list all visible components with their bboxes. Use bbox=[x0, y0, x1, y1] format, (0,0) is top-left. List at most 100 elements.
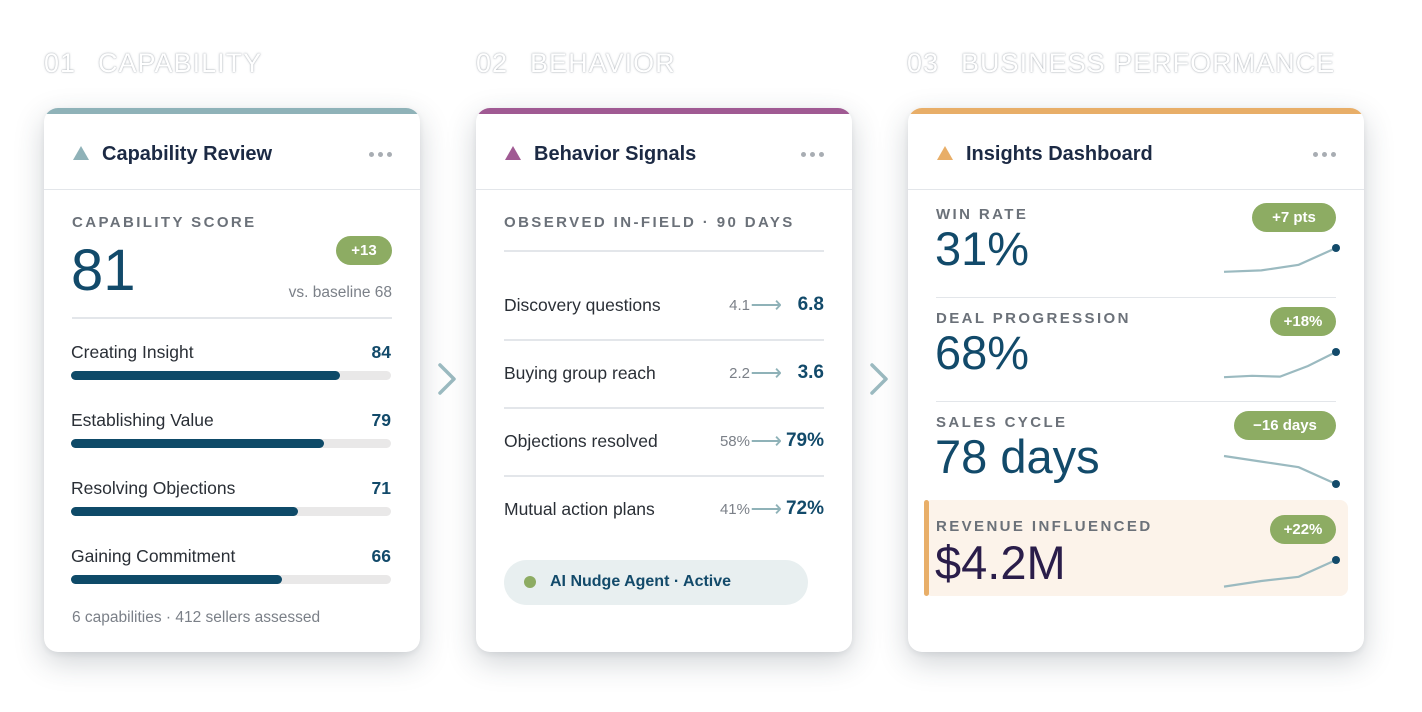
kpi-label: SALES CYCLE bbox=[936, 414, 1068, 431]
triangle-icon bbox=[73, 146, 89, 160]
signal-row: Discovery questions 4.1 ⟶ 6.8 bbox=[504, 292, 824, 363]
signal-after: 3.6 bbox=[797, 362, 824, 383]
kpi-value: $4.2M bbox=[935, 536, 1066, 589]
agent-status-chip[interactable]: AI Nudge Agent · Active bbox=[504, 560, 808, 605]
progress-fill bbox=[71, 507, 299, 516]
step-header-behavior: 02 BEHAVIOR bbox=[476, 48, 676, 79]
card-header: Capability Review bbox=[44, 114, 420, 190]
chevron-right-icon bbox=[438, 363, 456, 395]
capability-footer: 6 capabilities · 412 sellers assessed bbox=[72, 609, 321, 626]
section-label: OBSERVED IN-FIELD · 90 DAYS bbox=[504, 214, 795, 231]
kpi-revenue-influenced: REVENUE INFLUENCED $4.2M +22% bbox=[908, 500, 1364, 604]
signal-row: Objections resolved 58% ⟶ 79% bbox=[504, 428, 824, 499]
divider bbox=[936, 296, 1336, 298]
arrow-right-icon: ⟶ bbox=[750, 428, 782, 453]
status-dot-icon bbox=[524, 576, 536, 588]
divider bbox=[504, 339, 824, 341]
capability-item-value: 79 bbox=[371, 410, 391, 430]
more-options-icon[interactable] bbox=[1313, 152, 1336, 157]
sparkline bbox=[1223, 348, 1340, 379]
kpi-delta-badge: +7 pts bbox=[1252, 203, 1336, 232]
agent-status-label: AI Nudge Agent · Active bbox=[550, 573, 732, 590]
card-header: Behavior Signals bbox=[476, 114, 852, 190]
signal-row: Buying group reach 2.2 ⟶ 3.6 bbox=[504, 360, 824, 431]
sparkline-path bbox=[1223, 246, 1337, 273]
divider bbox=[72, 317, 392, 319]
divider bbox=[936, 400, 1336, 402]
kpi-label: WIN RATE bbox=[936, 206, 1029, 223]
step-title: BEHAVIOR bbox=[530, 48, 676, 78]
card-accent-bar bbox=[44, 108, 420, 114]
capability-item: Resolving Objections 71 bbox=[71, 478, 391, 518]
capability-review-card: Capability Review CAPABILITY SCORE 81 +1… bbox=[44, 108, 420, 652]
step-title: BUSINESS PERFORMANCE bbox=[961, 48, 1336, 78]
sparkline-path bbox=[1223, 351, 1337, 379]
capability-item: Establishing Value 79 bbox=[71, 410, 391, 450]
chevron-right-icon bbox=[870, 363, 888, 395]
capability-item: Creating Insight 84 bbox=[71, 342, 391, 382]
arrow-right-icon: ⟶ bbox=[750, 360, 782, 385]
progress-fill bbox=[71, 439, 324, 448]
arrow-right-icon: ⟶ bbox=[750, 496, 782, 521]
signal-label: Mutual action plans bbox=[504, 499, 655, 519]
capability-item-value: 71 bbox=[371, 478, 391, 498]
triangle-icon bbox=[937, 146, 953, 160]
score-label: CAPABILITY SCORE bbox=[72, 214, 257, 231]
kpi-value: 31% bbox=[935, 222, 1030, 275]
step-header-business: 03 BUSINESS PERFORMANCE bbox=[907, 48, 1335, 79]
kpi-value: 78 days bbox=[935, 430, 1100, 483]
sparkline-path bbox=[1223, 558, 1337, 588]
kpi-delta-badge: +22% bbox=[1270, 515, 1336, 544]
signal-after: 79% bbox=[785, 430, 824, 451]
signal-label: Buying group reach bbox=[504, 363, 656, 383]
more-options-icon[interactable] bbox=[369, 152, 392, 157]
capability-item: Gaining Commitment 66 bbox=[71, 546, 391, 586]
card-accent-bar bbox=[908, 108, 1364, 114]
sparkline bbox=[1223, 556, 1340, 588]
progress-fill bbox=[71, 575, 283, 584]
kpi-delta-badge: −16 days bbox=[1234, 411, 1336, 440]
sparkline-path bbox=[1223, 454, 1337, 486]
step-number: 02 bbox=[476, 48, 509, 78]
signal-before: 4.1 bbox=[729, 297, 750, 314]
card-title: Behavior Signals bbox=[534, 143, 697, 165]
signal-after: 6.8 bbox=[797, 294, 824, 315]
kpi-deal-progression: DEAL PROGRESSION 68% +18% bbox=[908, 298, 1364, 402]
arrow-right-icon: ⟶ bbox=[750, 292, 782, 317]
sparkline-endpoint bbox=[1332, 244, 1340, 252]
score-delta-badge: +13 bbox=[336, 236, 392, 265]
capability-item-label: Creating Insight bbox=[71, 342, 194, 362]
kpi-win-rate: WIN RATE 31% +7 pts bbox=[908, 194, 1364, 298]
sparkline-endpoint bbox=[1332, 480, 1340, 488]
step-header-capability: 01 CAPABILITY bbox=[44, 48, 262, 79]
step-number: 01 bbox=[44, 48, 77, 78]
signal-after: 72% bbox=[785, 498, 824, 519]
card-header: Insights Dashboard bbox=[908, 114, 1364, 190]
divider bbox=[504, 475, 824, 477]
step-number: 03 bbox=[907, 48, 940, 78]
more-options-icon[interactable] bbox=[801, 152, 824, 157]
capability-item-label: Establishing Value bbox=[71, 410, 214, 430]
sparkline bbox=[1223, 244, 1340, 273]
step-title: CAPABILITY bbox=[98, 48, 263, 78]
kpi-label: DEAL PROGRESSION bbox=[936, 310, 1131, 327]
progress-track bbox=[71, 371, 391, 380]
kpi-delta-badge: +18% bbox=[1270, 307, 1336, 336]
divider bbox=[504, 407, 824, 409]
card-title: Insights Dashboard bbox=[966, 143, 1153, 165]
kpi-sales-cycle: SALES CYCLE 78 days −16 days bbox=[908, 402, 1364, 506]
progress-fill bbox=[71, 371, 340, 380]
signal-before: 2.2 bbox=[729, 365, 750, 382]
sparkline-endpoint bbox=[1332, 556, 1340, 564]
card-title: Capability Review bbox=[102, 143, 273, 165]
progress-track bbox=[71, 507, 391, 516]
signal-before: 58% bbox=[719, 433, 750, 450]
kpi-label: REVENUE INFLUENCED bbox=[936, 518, 1153, 535]
capability-item-label: Gaining Commitment bbox=[71, 546, 236, 566]
card-accent-bar bbox=[476, 108, 852, 114]
kpi-value: 68% bbox=[935, 326, 1030, 379]
capability-item-value: 84 bbox=[371, 342, 391, 362]
signal-before: 41% bbox=[719, 501, 750, 518]
baseline-text: vs. baseline 68 bbox=[288, 284, 392, 301]
sparkline bbox=[1223, 454, 1340, 488]
